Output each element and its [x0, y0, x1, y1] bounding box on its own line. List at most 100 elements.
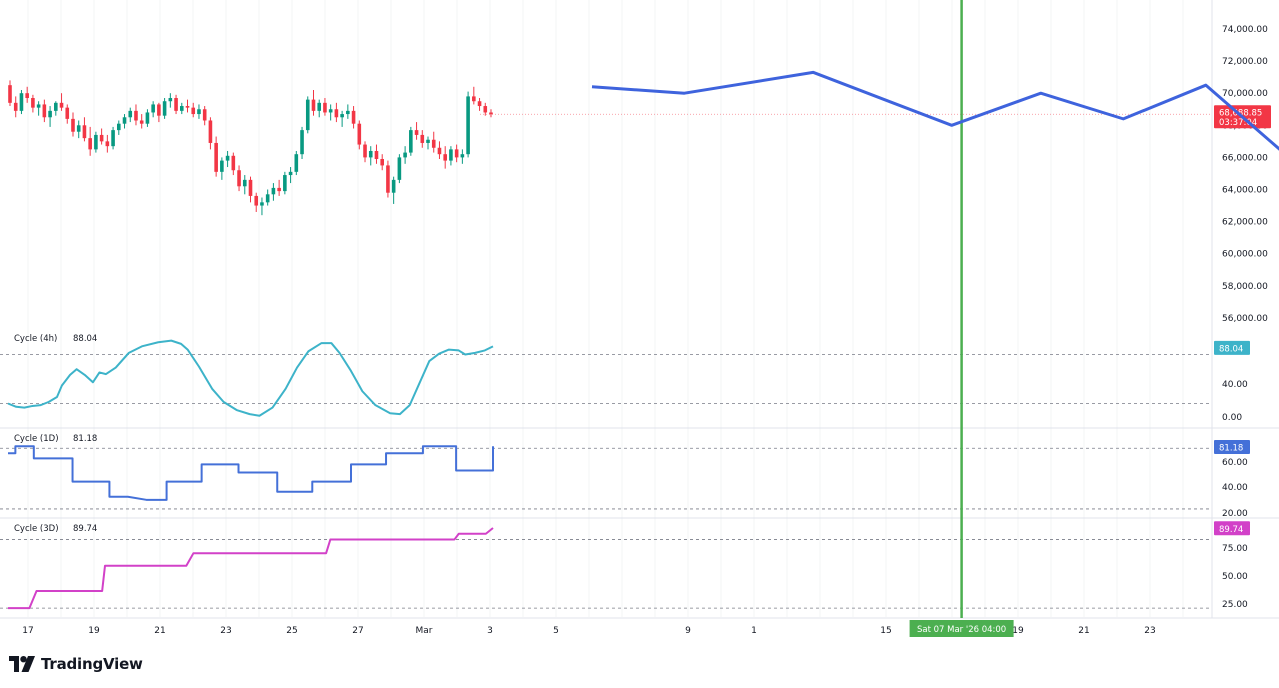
candle-body	[13, 102, 18, 111]
candle	[305, 96, 310, 134]
candle-body	[477, 101, 482, 107]
candle-body	[237, 170, 241, 187]
candle	[168, 93, 173, 108]
time-tick-label: 3	[487, 626, 493, 636]
candle	[454, 144, 459, 163]
candle-body	[174, 98, 178, 111]
candle	[242, 175, 247, 195]
indicator-pane: Cycle (1D) 81.18	[0, 427, 1279, 510]
candle-body	[42, 104, 47, 118]
candle-body	[489, 112, 493, 115]
price-pane	[8, 0, 1210, 617]
candle-body	[431, 139, 436, 148]
candle-body	[231, 155, 236, 171]
candle	[391, 176, 396, 204]
candle-body	[65, 107, 70, 119]
tradingview-logo-icon	[9, 656, 35, 672]
candle-body	[242, 179, 247, 187]
candle-body	[99, 134, 104, 142]
candle	[8, 80, 12, 107]
candle	[220, 157, 224, 180]
candle-body	[288, 171, 293, 176]
candle-body	[220, 160, 224, 172]
indicator-value-tag-label: 81.18	[1219, 444, 1243, 454]
candle	[71, 112, 75, 137]
time-tick-label: 23	[1144, 626, 1155, 636]
price-tick-label: 74,000.00	[1222, 25, 1268, 35]
candle-body	[437, 147, 442, 155]
candle-body	[25, 93, 29, 99]
candle-body	[145, 112, 150, 124]
candle-body	[454, 149, 459, 158]
candle	[88, 126, 92, 156]
candle	[414, 122, 419, 140]
candle	[225, 150, 230, 168]
candle-body	[48, 110, 52, 118]
candle	[116, 120, 121, 135]
candle-body	[71, 118, 75, 132]
indicator-value-tag	[1214, 440, 1250, 455]
candle	[466, 91, 470, 158]
candle-body	[420, 134, 425, 143]
time-tick-label: 23	[220, 626, 231, 636]
indicator-value-tag	[1214, 340, 1250, 355]
candle-body	[225, 155, 230, 161]
price-tick-label: 66,000.00	[1222, 153, 1268, 163]
vertical-line-date-label: Sat 07 Mar '26 04:00	[917, 625, 1006, 635]
candle-body	[374, 150, 379, 160]
candle-body	[414, 130, 419, 135]
candle-body	[311, 99, 316, 111]
candle-body	[403, 152, 407, 158]
candle	[248, 176, 253, 203]
time-tick-label: 19	[1012, 626, 1024, 636]
candle-body	[82, 125, 87, 139]
candle-body	[151, 104, 155, 113]
indicator-tick-label: 25.00	[1222, 600, 1248, 610]
candle-body	[351, 110, 356, 124]
candle	[197, 104, 201, 119]
indicator-tick-label: 40.00	[1222, 380, 1248, 390]
candle-body	[334, 109, 339, 118]
candle-body	[116, 123, 121, 131]
candle	[65, 104, 70, 124]
candle	[294, 150, 299, 176]
candle-body	[197, 109, 201, 115]
candle	[237, 165, 241, 192]
candle	[31, 94, 35, 113]
tradingview-logo[interactable]: TradingView	[9, 653, 143, 675]
candle	[214, 136, 218, 177]
candle	[397, 154, 402, 184]
indicator-panes: Cycle (4h) 88.04 Cycle (1D) 81.18 Cycle (3D)…	[0, 334, 1279, 610]
candle-body	[328, 109, 333, 113]
time-tick-label: 21	[1078, 626, 1089, 636]
candle	[13, 96, 18, 118]
candle-body	[128, 110, 133, 118]
price-tick-label: 58,000.00	[1222, 282, 1268, 292]
indicator-tick-label: 50.00	[1222, 572, 1248, 582]
time-tick-label: 15	[880, 626, 891, 636]
candle	[122, 114, 127, 129]
candle	[346, 104, 350, 119]
candle	[25, 86, 29, 103]
candle-body	[305, 99, 310, 131]
candle	[403, 146, 407, 164]
candle	[477, 98, 482, 111]
indicator-line	[8, 527, 494, 610]
candle	[437, 141, 442, 160]
price-tick-label: 60,000.00	[1222, 250, 1268, 260]
indicator-line	[7, 339, 494, 417]
candle-body	[111, 130, 115, 147]
candle	[460, 149, 465, 164]
candle	[386, 160, 390, 198]
candle	[323, 98, 327, 116]
candle-body	[271, 187, 276, 195]
indicator-title: Cycle (1D)	[14, 434, 59, 444]
candle	[357, 120, 362, 150]
candle-body	[265, 194, 270, 203]
time-tick-label: 5	[553, 626, 559, 636]
candle-body	[323, 102, 327, 113]
indicator-line	[8, 445, 494, 501]
candle	[162, 98, 167, 119]
candle-body	[202, 109, 207, 121]
